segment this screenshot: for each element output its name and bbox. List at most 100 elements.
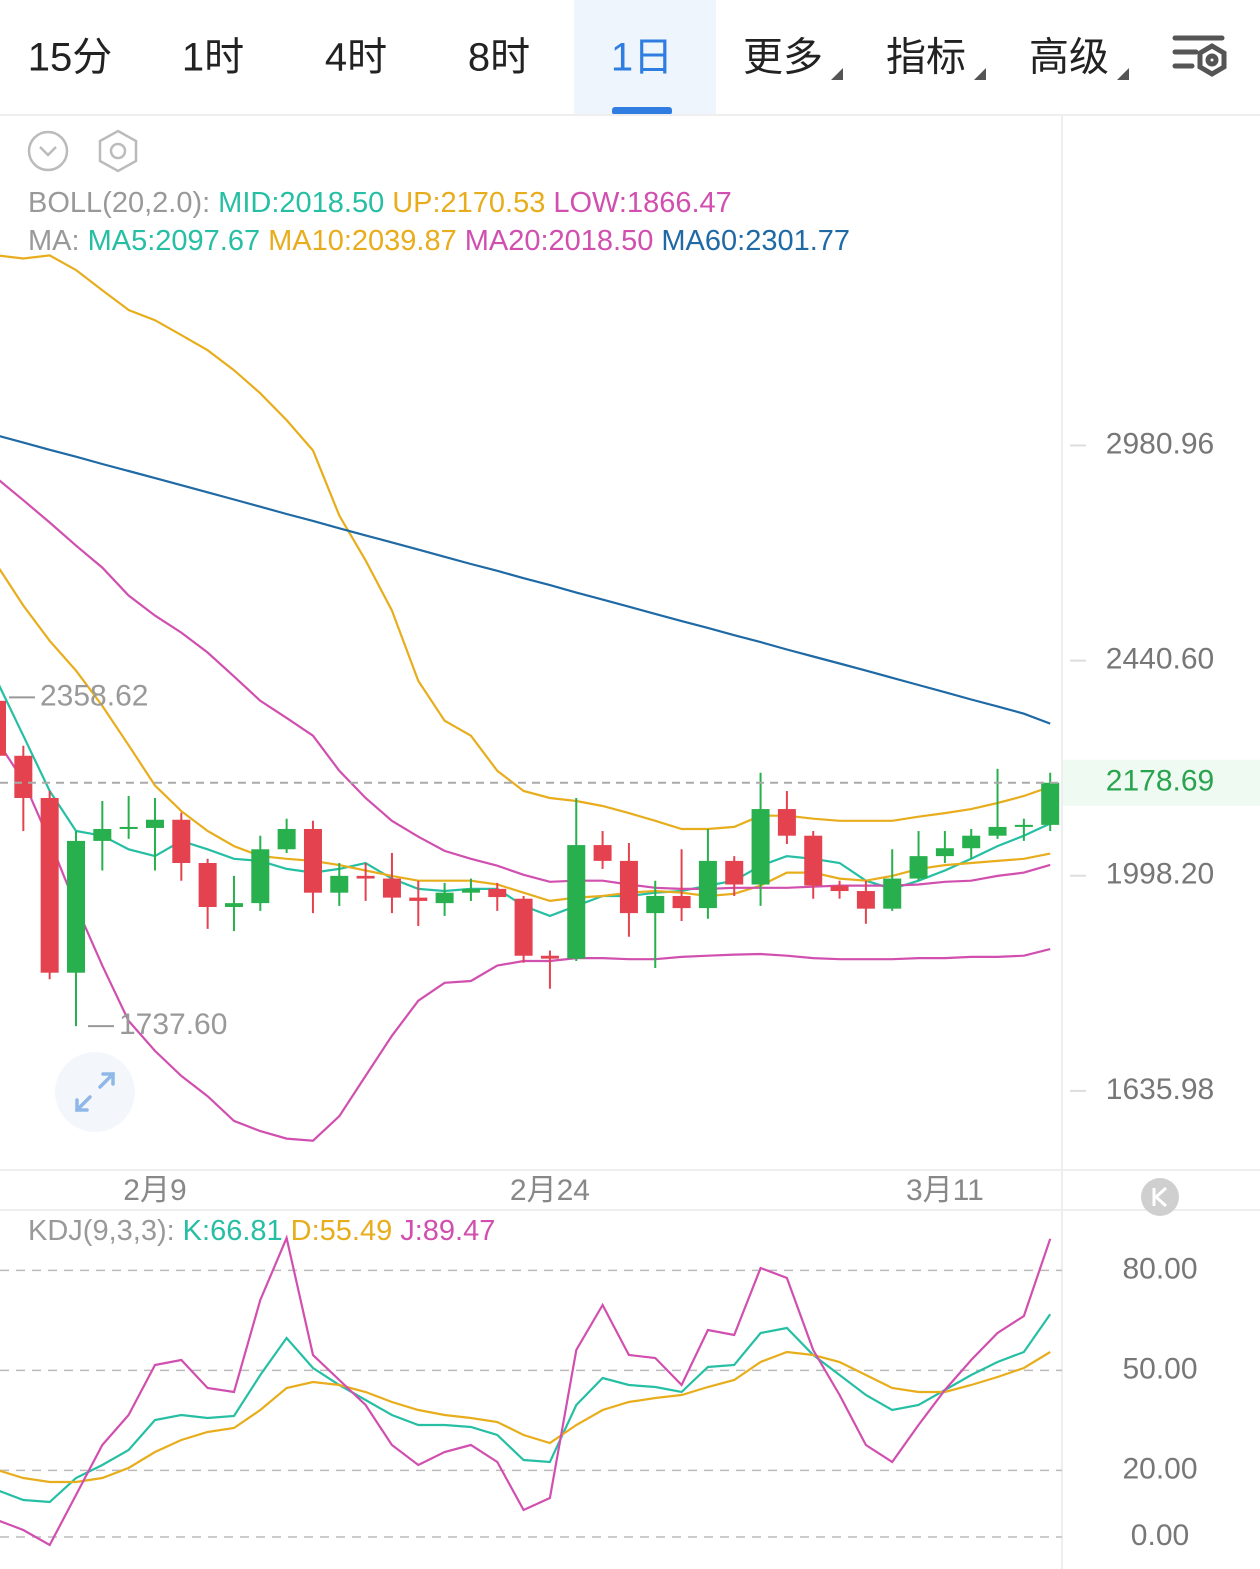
- tab-menu-caret: [831, 68, 843, 80]
- candle-body: [66, 840, 85, 973]
- candle-body: [1014, 824, 1033, 827]
- legend-item: D:55.49: [291, 1215, 393, 1247]
- settings-icon[interactable]: [1172, 35, 1227, 77]
- legend-item: J:89.47: [400, 1215, 495, 1247]
- tab-active-bg: [574, 0, 716, 115]
- candle-body: [883, 878, 902, 909]
- y-tick-label: 1998.20: [1106, 858, 1214, 891]
- tab-label[interactable]: 4时: [325, 36, 387, 80]
- candle-body: [567, 845, 586, 959]
- legend-item: MA60:2301.77: [661, 225, 850, 257]
- candle-body: [251, 849, 270, 904]
- price-panel: 2980.96 2440.60 1998.20 1635.98 BOLL(20,2.0)…: [0, 187, 1260, 1207]
- candle-body: [409, 897, 428, 901]
- candle-body: [330, 875, 349, 893]
- settings-hex-icon[interactable]: [98, 129, 138, 173]
- indicator-line: [0, 479, 1051, 890]
- tab[interactable]: 15分: [28, 36, 113, 80]
- candle-body: [830, 885, 849, 892]
- legend-item: MA10:2039.87: [268, 225, 457, 257]
- tab-label[interactable]: 指标: [886, 36, 966, 80]
- candle-body: [172, 819, 191, 864]
- tab[interactable]: 1时: [182, 36, 244, 80]
- tab[interactable]: 4时: [325, 36, 387, 80]
- candle-body: [224, 903, 243, 907]
- candle-body: [1041, 782, 1060, 825]
- y-tick-label: 20.00: [1122, 1452, 1197, 1485]
- candle-body: [145, 819, 164, 828]
- tab[interactable]: 8时: [468, 36, 530, 80]
- kdj-line: [0, 1313, 1052, 1504]
- y-tick-label: 2440.60: [1106, 643, 1214, 676]
- candle-body: [698, 860, 717, 909]
- tab-label[interactable]: 更多: [743, 36, 823, 80]
- tab[interactable]: 1日: [611, 36, 673, 80]
- candle-body: [514, 898, 533, 956]
- candle-body: [356, 875, 375, 879]
- tab[interactable]: 更多: [743, 36, 843, 80]
- legend-item: K:66.81: [183, 1215, 283, 1247]
- candle-body: [0, 700, 6, 756]
- tab-menu-caret: [974, 68, 986, 80]
- legend-item: UP:2170.53: [392, 187, 545, 219]
- candle-body: [988, 826, 1007, 836]
- kdj-line: [0, 1350, 1051, 1484]
- plot-area: [0, 254, 1060, 1142]
- y-tick-label: 0.00: [1131, 1519, 1189, 1552]
- plot-area: [0, 1234, 1052, 1547]
- legend: MA: MA5:2097.67 MA10:2039.87 MA20:2018.50 MA…: [28, 225, 850, 257]
- y-tick-label: 2980.96: [1106, 427, 1214, 460]
- candle-body: [540, 955, 559, 959]
- candle-body: [725, 860, 744, 885]
- candle-body: [962, 835, 981, 849]
- candle-body: [435, 892, 454, 904]
- candle-body: [488, 888, 507, 898]
- tab-label[interactable]: 8时: [468, 36, 530, 80]
- indicator-line: [0, 567, 1051, 903]
- candle-body: [593, 845, 612, 861]
- tab-label[interactable]: 高级: [1029, 36, 1109, 80]
- candle-body: [198, 863, 217, 907]
- candle-body: [40, 797, 59, 973]
- candle-body: [277, 828, 296, 850]
- last-price-label: 2178.69: [1106, 765, 1214, 798]
- tab[interactable]: 高级: [1029, 36, 1129, 80]
- scroll-latest-button[interactable]: [1141, 1178, 1179, 1216]
- kdj-line: [0, 1234, 1052, 1547]
- candle-body: [777, 809, 796, 836]
- tab[interactable]: 指标: [886, 36, 986, 80]
- x-tick-label: 2月9: [123, 1174, 186, 1207]
- candle-body: [382, 878, 401, 898]
- candle-body: [93, 828, 112, 841]
- legend-item: MID:2018.50: [218, 187, 384, 219]
- tab-label[interactable]: 15分: [28, 36, 113, 80]
- indicator-line: [0, 435, 1051, 725]
- candle-body: [672, 895, 691, 909]
- tab-bar: 15分 1时 4时 8时 1日 更多 指标 高级: [28, 0, 1129, 115]
- y-tick-label: 50.00: [1122, 1352, 1197, 1385]
- legend-group-label: BOLL(20,2.0):: [28, 187, 210, 219]
- candle-body: [856, 891, 875, 909]
- candle-body: [461, 888, 480, 893]
- candle-body: [619, 860, 638, 914]
- legend: KDJ(9,3,3): K:66.81 D:55.49 J:89.47: [28, 1215, 495, 1247]
- tab-label[interactable]: 1日: [611, 36, 673, 80]
- candle-body: [751, 809, 770, 885]
- annotation-label: 1737.60: [119, 1008, 227, 1041]
- y-tick-label: 1635.98: [1106, 1073, 1214, 1106]
- candle-body: [909, 856, 928, 879]
- legend-group-label: KDJ(9,3,3):: [28, 1215, 175, 1247]
- legend: BOLL(20,2.0): MID:2018.50 UP:2170.53 LOW:18…: [28, 187, 732, 219]
- tab-label[interactable]: 1时: [182, 36, 244, 80]
- indicator-line: [0, 254, 1051, 831]
- last-price-bg: [1063, 759, 1260, 806]
- legend-item: LOW:1866.47: [553, 187, 731, 219]
- tab-menu-caret: [1117, 68, 1129, 80]
- x-tick-label: 3月11: [906, 1174, 984, 1207]
- collapse-icon[interactable]: [27, 130, 69, 172]
- expand-button[interactable]: [55, 1052, 135, 1132]
- legend-item: MA5:2097.67: [88, 225, 261, 257]
- tab-indicator: [612, 107, 672, 115]
